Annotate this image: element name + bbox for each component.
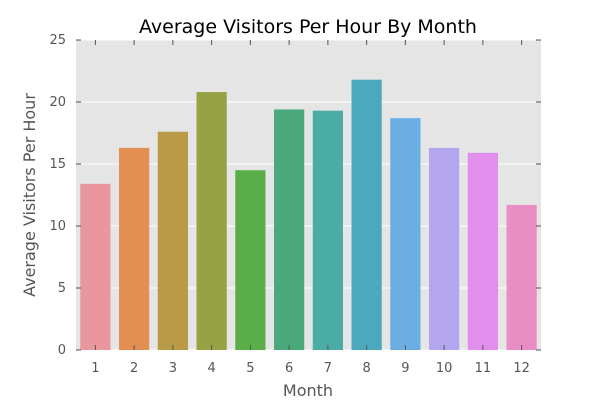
bar-month-6 bbox=[274, 109, 305, 350]
x-tick-label: 12 bbox=[513, 361, 530, 376]
x-tick-label: 11 bbox=[475, 361, 492, 376]
y-tick-label: 0 bbox=[58, 343, 66, 358]
bars bbox=[80, 79, 537, 351]
plot-area bbox=[76, 40, 541, 350]
x-tick-label: 3 bbox=[169, 361, 177, 376]
bar-month-1 bbox=[80, 183, 111, 350]
y-tick-label: 10 bbox=[49, 219, 66, 234]
bar-month-3 bbox=[157, 131, 188, 350]
chart-title: Average Visitors Per Hour By Month bbox=[139, 16, 477, 38]
bar-month-8 bbox=[351, 79, 382, 351]
x-tick-label: 7 bbox=[324, 361, 332, 376]
y-axis-label: Average Visitors Per Hour bbox=[20, 93, 39, 297]
x-tick-label: 9 bbox=[401, 361, 409, 376]
y-tick-label: 15 bbox=[49, 157, 66, 172]
gridlines bbox=[76, 39, 541, 351]
bar-month-10 bbox=[429, 147, 460, 350]
x-tick-label: 4 bbox=[207, 361, 215, 376]
y-tick-label: 5 bbox=[58, 281, 66, 296]
x-tick-label: 5 bbox=[246, 361, 254, 376]
y-ticks: 0 5 10 15 20 25 bbox=[49, 33, 541, 358]
x-tick-label: 6 bbox=[285, 361, 293, 376]
x-tick-label: 8 bbox=[362, 361, 370, 376]
x-tick-label: 1 bbox=[91, 361, 99, 376]
x-axis-label: Month bbox=[283, 381, 333, 400]
x-tick-label: 2 bbox=[130, 361, 138, 376]
x-tick-label: 10 bbox=[436, 361, 453, 376]
bar-month-9 bbox=[390, 118, 421, 351]
bar-month-5 bbox=[235, 170, 266, 350]
bar-month-11 bbox=[467, 152, 498, 350]
bar-month-4 bbox=[196, 92, 227, 350]
y-tick-label: 20 bbox=[49, 95, 66, 110]
x-ticks: 1 2 3 4 5 6 7 8 9 10 11 12 bbox=[91, 40, 530, 376]
bar-month-7 bbox=[312, 110, 343, 351]
bar-month-2 bbox=[119, 147, 150, 350]
y-tick-label: 25 bbox=[49, 33, 66, 48]
bar-month-12 bbox=[506, 204, 537, 350]
